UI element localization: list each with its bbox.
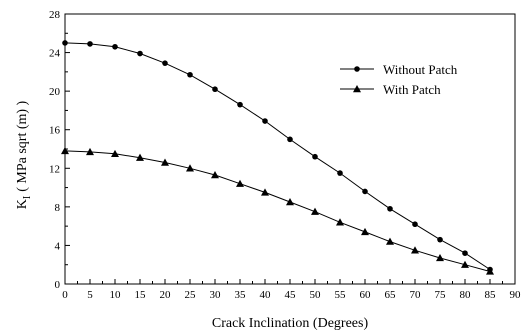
data-point	[287, 136, 293, 143]
data-point	[161, 158, 169, 166]
y-axis-label-subscript: I	[22, 196, 33, 199]
x-axis-label: Crack Inclination (Degrees)	[212, 316, 369, 331]
legend: Without Patch With Patch	[340, 62, 458, 97]
data-point	[237, 101, 243, 108]
x-tick-label: 40	[260, 289, 272, 301]
data-point	[136, 153, 144, 161]
plot-area: 0 5 10 15 20 25 30 35 40 45 50 55 60 65 70 75 80 85 90 0 4 8 1…	[49, 9, 521, 301]
data-point	[236, 179, 244, 187]
y-tick-label: 20	[49, 86, 61, 98]
y-tick-label: 4	[55, 240, 61, 252]
data-point	[336, 218, 344, 226]
series-line	[64, 150, 491, 272]
x-tick-label: 55	[335, 289, 347, 301]
x-tick-label: 25	[185, 289, 197, 301]
y-tick-label: 24	[49, 48, 61, 60]
x-tick-label: 15	[135, 289, 147, 301]
x-tick-label: 20	[160, 289, 172, 301]
data-point	[87, 41, 93, 47]
data-point	[337, 170, 343, 176]
data-point	[187, 71, 193, 78]
x-tick-label: 85	[485, 289, 497, 301]
x-tick-label: 75	[435, 289, 447, 301]
data-point	[286, 198, 294, 206]
data-point	[62, 40, 68, 46]
x-tick-label: 50	[310, 289, 322, 301]
data-point	[437, 236, 443, 243]
y-tick-label: 12	[49, 163, 60, 175]
data-point	[61, 146, 69, 155]
x-tick-label: 90	[510, 289, 522, 301]
x-tick-label: 30	[210, 289, 222, 301]
x-tick-label: 80	[460, 289, 472, 301]
data-point	[386, 237, 394, 245]
series-line	[64, 42, 491, 270]
legend-marker	[353, 85, 361, 93]
data-point	[387, 205, 393, 212]
x-tick-label: 60	[360, 289, 372, 301]
x-tick-label: 70	[410, 289, 422, 301]
data-point	[86, 147, 94, 156]
x-tick-label: 10	[110, 289, 122, 301]
data-point	[112, 43, 118, 50]
series-with-patch	[61, 146, 494, 275]
x-tick-label: 35	[235, 289, 247, 301]
data-point	[261, 188, 269, 196]
data-point	[412, 221, 418, 228]
data-point	[212, 86, 218, 93]
data-point	[362, 188, 368, 195]
data-point	[111, 149, 119, 158]
y-axis-label-units: ( MPa sqrt (m) )	[15, 100, 30, 191]
legend-label: Without Patch	[383, 62, 458, 77]
y-axis-label: KI ( MPa sqrt (m) )	[15, 100, 33, 209]
data-point	[486, 267, 494, 275]
y-tick-label: 8	[55, 202, 61, 214]
y-tick-label: 16	[49, 125, 61, 137]
data-point	[436, 253, 444, 262]
data-point	[462, 250, 468, 256]
data-point	[411, 246, 419, 254]
x-tick-label: 0	[62, 289, 68, 301]
data-point	[311, 207, 319, 215]
data-point	[461, 260, 469, 268]
y-tick-label: 28	[49, 9, 61, 21]
x-tick-label: 65	[385, 289, 397, 301]
x-tick-label: 45	[285, 289, 297, 301]
legend-marker	[354, 66, 360, 72]
data-point	[211, 171, 219, 179]
data-point	[137, 50, 143, 57]
data-point	[312, 153, 318, 160]
legend-item: Without Patch	[340, 62, 458, 77]
y-tick-label: 0	[55, 279, 61, 291]
legend-item: With Patch	[340, 82, 441, 97]
x-tick-label: 5	[87, 289, 93, 301]
legend-label: With Patch	[383, 82, 441, 97]
data-point	[162, 60, 168, 66]
y-axis-label-symbol: K	[15, 199, 30, 209]
data-point	[361, 227, 369, 236]
data-point	[186, 164, 194, 172]
data-point	[262, 118, 268, 124]
